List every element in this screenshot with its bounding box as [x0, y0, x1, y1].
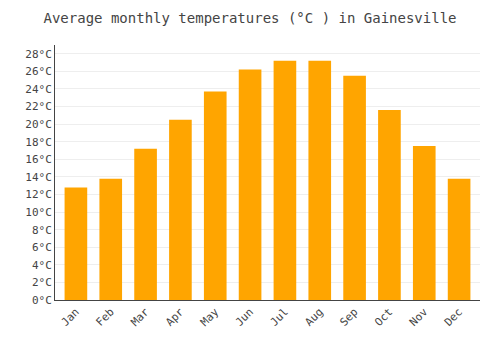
- svg-text:Jan: Jan: [59, 306, 82, 329]
- svg-text:4°C: 4°C: [32, 259, 52, 272]
- svg-text:Dec: Dec: [442, 306, 465, 329]
- svg-text:Feb: Feb: [94, 306, 117, 329]
- svg-text:Sep: Sep: [337, 306, 360, 329]
- svg-text:14°C: 14°C: [25, 171, 52, 184]
- svg-text:8°C: 8°C: [32, 224, 52, 237]
- svg-text:6°C: 6°C: [32, 241, 52, 254]
- svg-text:May: May: [198, 305, 222, 329]
- svg-text:12°C: 12°C: [25, 188, 52, 201]
- svg-text:2°C: 2°C: [32, 276, 52, 289]
- svg-text:10°C: 10°C: [25, 206, 52, 219]
- svg-text:Mar: Mar: [128, 305, 152, 329]
- svg-text:26°C: 26°C: [25, 65, 52, 78]
- svg-text:16°C: 16°C: [25, 153, 52, 166]
- svg-text:Oct: Oct: [372, 306, 395, 329]
- svg-text:Nov: Nov: [407, 305, 431, 329]
- svg-text:Average monthly temperatures (: Average monthly temperatures (°C ) in Ga…: [43, 10, 456, 26]
- svg-text:Aug: Aug: [303, 306, 326, 329]
- svg-text:22°C: 22°C: [25, 100, 52, 113]
- svg-text:0°C: 0°C: [32, 294, 52, 307]
- svg-text:Jul: Jul: [268, 306, 291, 329]
- svg-text:Apr: Apr: [163, 305, 187, 329]
- svg-text:20°C: 20°C: [25, 118, 52, 131]
- svg-text:28°C: 28°C: [25, 48, 52, 61]
- svg-text:18°C: 18°C: [25, 136, 52, 149]
- svg-text:Jun: Jun: [233, 306, 256, 329]
- svg-text:24°C: 24°C: [25, 83, 52, 96]
